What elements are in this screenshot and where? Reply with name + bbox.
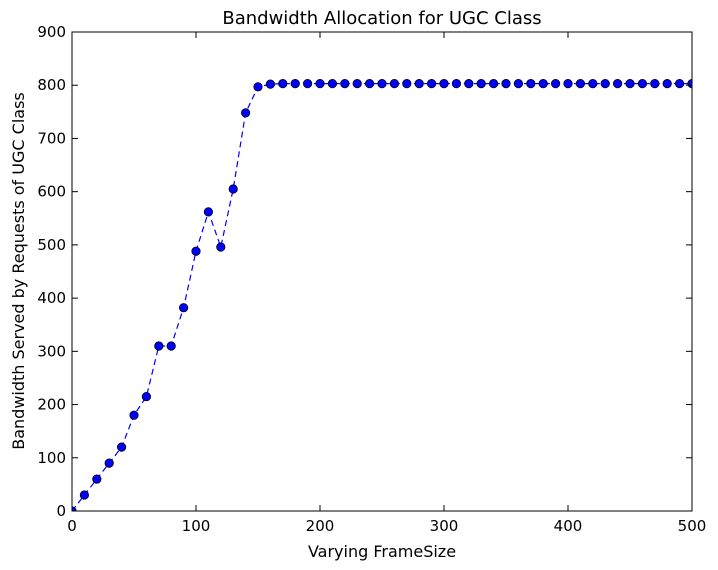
data-point xyxy=(191,246,201,256)
data-point xyxy=(513,79,524,89)
data-point xyxy=(265,79,275,89)
data-point xyxy=(364,79,375,89)
data-point xyxy=(141,391,151,402)
data-point xyxy=(327,79,337,89)
data-point xyxy=(439,79,449,89)
data-point xyxy=(129,410,139,420)
data-point xyxy=(117,442,127,452)
data-point xyxy=(588,79,598,89)
data-point xyxy=(538,79,548,89)
data-point xyxy=(612,79,623,89)
data-point xyxy=(402,79,412,89)
chart-title: Bandwidth Allocation for UGC Class xyxy=(222,8,541,29)
data-point xyxy=(104,458,114,468)
x-tick-label: 300 xyxy=(430,517,459,535)
y-tick-label: 300 xyxy=(37,342,66,360)
plot-area xyxy=(71,31,693,512)
x-tick-label: 100 xyxy=(182,517,211,535)
x-tick-label: 400 xyxy=(554,517,583,535)
series-line xyxy=(72,83,692,511)
x-tick-label: 0 xyxy=(67,517,77,535)
x-tick-label: 200 xyxy=(306,517,335,535)
data-point xyxy=(203,207,213,217)
data-point xyxy=(340,79,350,89)
data-point xyxy=(488,79,499,89)
data-point xyxy=(241,108,251,118)
x-axis-label: Varying FrameSize xyxy=(308,542,456,561)
data-point xyxy=(302,79,313,89)
data-point xyxy=(563,79,573,89)
data-point xyxy=(625,79,635,89)
y-axis: 0 100 200 300 400 500 600 700 800 900 xyxy=(37,23,692,520)
data-point xyxy=(662,79,672,89)
data-point xyxy=(92,474,102,484)
data-point xyxy=(389,79,399,89)
y-tick-label: 900 xyxy=(37,23,66,41)
data-point xyxy=(166,341,176,351)
data-point xyxy=(501,79,511,89)
data-point xyxy=(674,79,685,89)
data-point xyxy=(179,303,189,313)
data-point xyxy=(216,242,226,252)
y-tick-label: 400 xyxy=(37,289,66,307)
y-tick-label: 100 xyxy=(37,449,66,467)
series-marks xyxy=(72,79,692,511)
data-point xyxy=(377,79,387,89)
plot-frame xyxy=(71,31,693,512)
y-tick-label: 0 xyxy=(56,502,66,520)
data-point xyxy=(426,79,437,89)
data-point xyxy=(253,82,263,92)
data-point xyxy=(352,79,362,89)
y-tick-label: 500 xyxy=(37,236,66,254)
data-point xyxy=(228,184,238,194)
data-point xyxy=(414,79,424,89)
y-tick-label: 800 xyxy=(37,76,66,94)
data-point xyxy=(600,79,610,89)
data-point xyxy=(154,341,164,351)
data-point xyxy=(526,79,536,89)
y-tick-label: 200 xyxy=(37,396,66,414)
x-axis: 0 100 200 300 400 500 xyxy=(67,32,706,535)
data-point xyxy=(464,79,474,89)
x-tick-label: 500 xyxy=(678,517,707,535)
data-point xyxy=(637,79,648,89)
y-tick-label: 600 xyxy=(37,183,66,201)
y-tick-label: 700 xyxy=(37,129,66,147)
data-point xyxy=(550,79,561,89)
data-point xyxy=(575,79,586,89)
data-point xyxy=(278,79,288,89)
data-point xyxy=(290,79,300,89)
data-point xyxy=(650,79,660,89)
data-point xyxy=(79,490,90,500)
y-axis-label: Bandwidth Served by Requests of UGC Clas… xyxy=(9,92,28,450)
data-point xyxy=(451,79,461,89)
data-point xyxy=(476,79,486,89)
data-point xyxy=(315,79,325,89)
